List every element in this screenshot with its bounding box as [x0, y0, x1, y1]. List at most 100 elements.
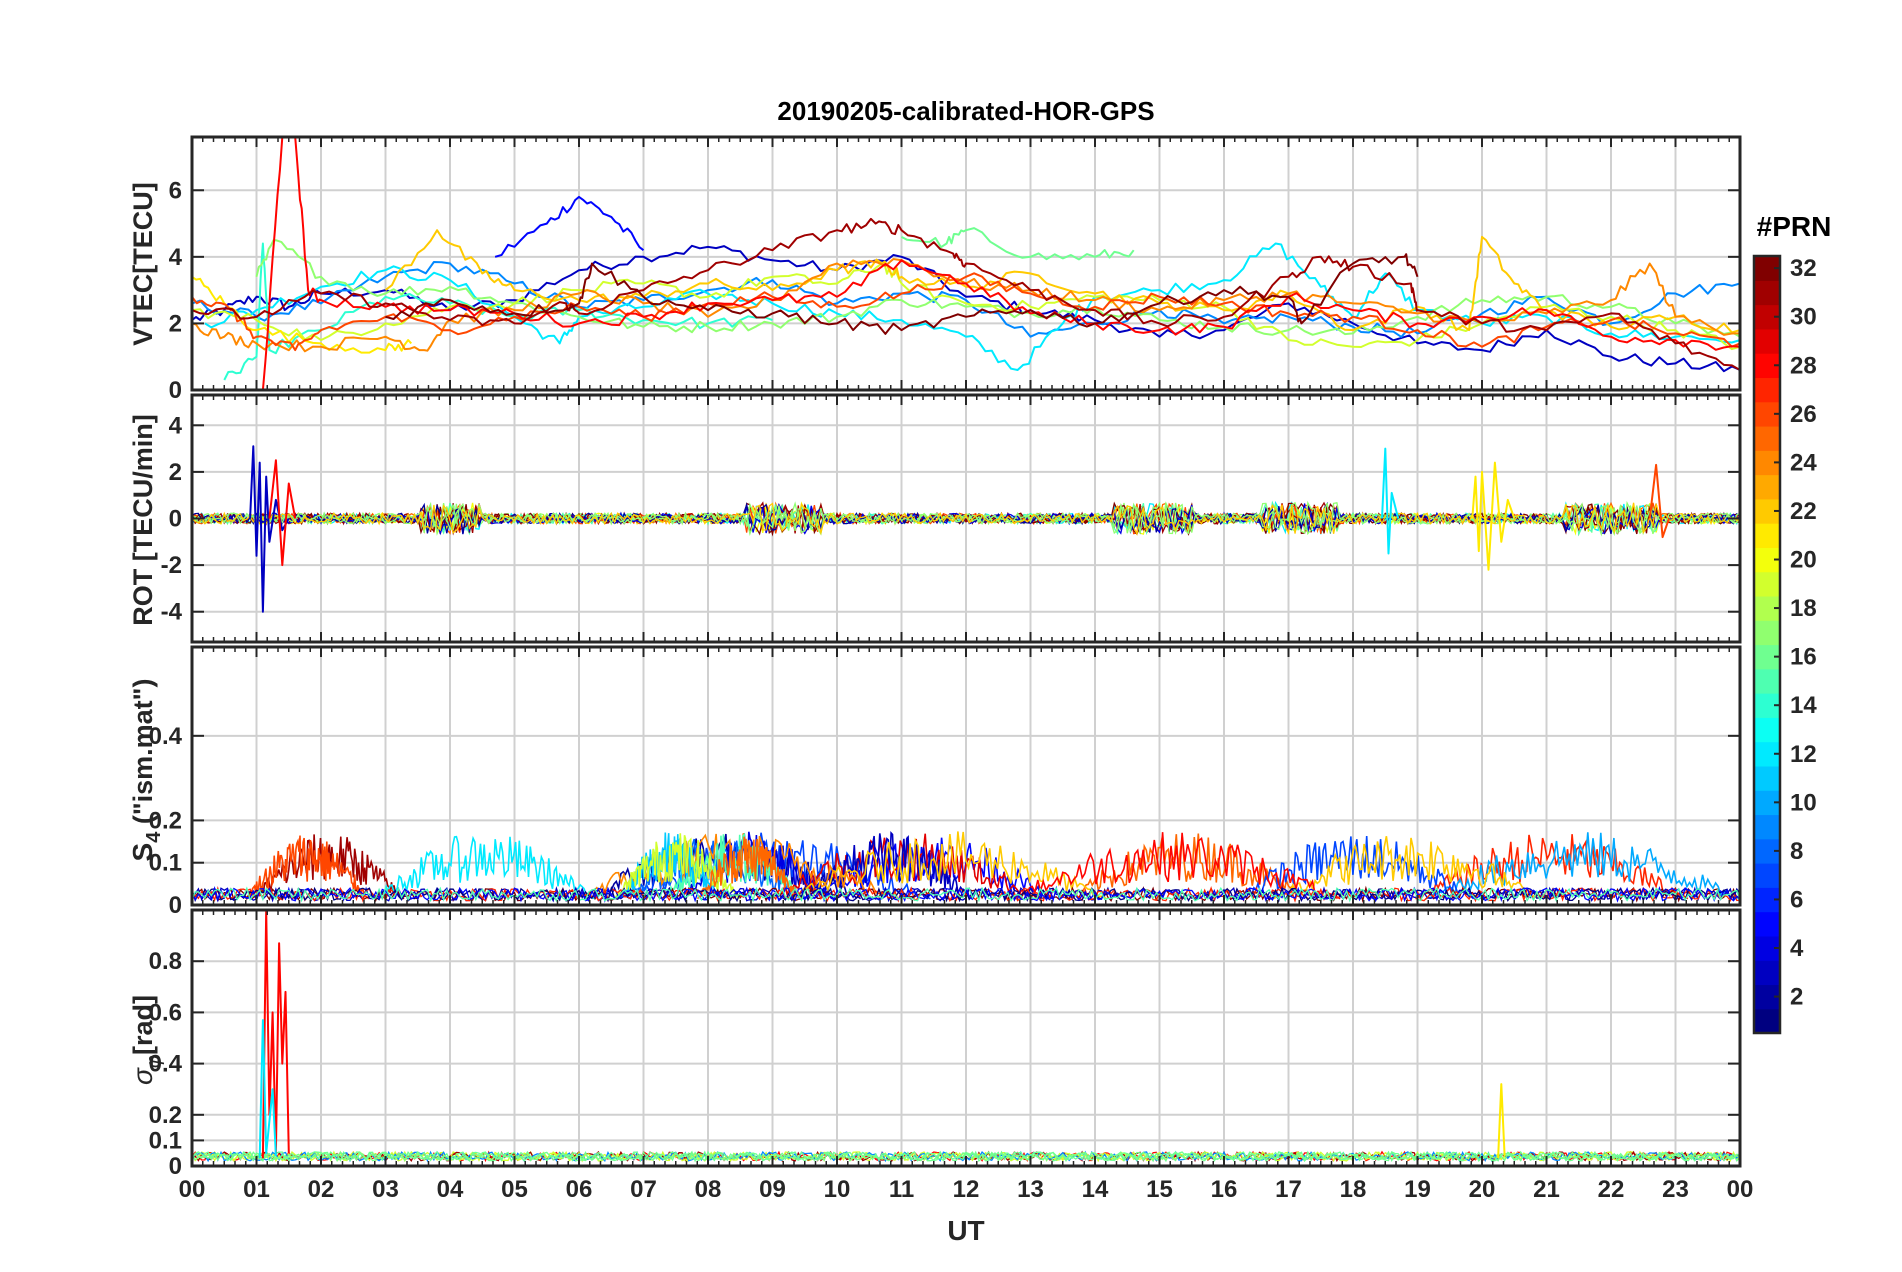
y-tick-label: 0 — [169, 377, 182, 404]
series-prn-31 — [192, 217, 1740, 371]
series-prn-24 — [192, 258, 1740, 353]
y-tick-label: 0.1 — [149, 850, 182, 877]
colorbar — [1754, 256, 1780, 1034]
colorbar-tick-label: 20 — [1790, 547, 1817, 574]
x-tick-label: 01 — [243, 1176, 270, 1203]
colorbar-tick-label: 30 — [1790, 304, 1817, 331]
x-tick-label: 16 — [1211, 1176, 1238, 1203]
y-tick-label: -2 — [161, 552, 182, 579]
series-prn-16 — [901, 227, 1135, 261]
x-tick-label: 09 — [759, 1176, 786, 1203]
s4-trace — [1272, 836, 1541, 900]
x-tick-label: 05 — [501, 1176, 528, 1203]
colorbar-swatch — [1754, 765, 1780, 791]
colorbar-swatch — [1754, 523, 1780, 548]
y-tick-label: 0.4 — [149, 723, 183, 750]
series-prn-14 — [223, 242, 773, 381]
x-tick-label: 00 — [179, 1176, 206, 1203]
colorbar-tick-label: 6 — [1790, 886, 1803, 913]
y-tick-label: 0 — [169, 892, 182, 919]
colorbar-swatch — [1754, 620, 1780, 646]
colorbar-swatch — [1754, 377, 1780, 403]
x-tick-label: 02 — [308, 1176, 335, 1203]
colorbar-swatch — [1754, 571, 1780, 597]
colorbar-tick-label: 18 — [1790, 595, 1817, 622]
series-prn-12 — [258, 1019, 277, 1159]
panel-vtec: 0 2 4 6 VTEC[TECU] — [128, 135, 1742, 404]
colorbar-tick-label: 16 — [1790, 644, 1817, 671]
x-tick-label: 07 — [630, 1176, 657, 1203]
x-tick-label: 14 — [1082, 1176, 1109, 1203]
colorbar-tick-label: 4 — [1790, 935, 1804, 962]
series-prn-12 — [1381, 447, 1400, 555]
ylabel-s4: S4 ("ism.mat") — [127, 679, 165, 862]
s4-trace — [373, 835, 596, 900]
series-prn-28 — [294, 137, 1740, 351]
colorbar-swatch — [1754, 814, 1780, 840]
y-tick-label: 0.1 — [149, 1127, 182, 1154]
colorbar-tick-label: 28 — [1790, 352, 1817, 379]
x-tick-label: 06 — [566, 1176, 593, 1203]
rot-trace — [192, 500, 1740, 537]
series-prn-28 — [268, 459, 297, 567]
x-axis-label: UT — [947, 1215, 984, 1246]
colorbar-tick-label: 10 — [1790, 789, 1817, 816]
colorbar-swatch — [1754, 425, 1780, 451]
colorbar-swatch — [1754, 1008, 1780, 1034]
colorbar-tick-label: 14 — [1790, 692, 1817, 719]
colorbar-swatch — [1754, 668, 1780, 694]
ylabel-vtec: VTEC[TECU] — [128, 182, 158, 346]
x-tick-label: 00 — [1727, 1176, 1754, 1203]
colorbar-swatch — [1754, 717, 1780, 743]
rot-trace — [192, 502, 1740, 536]
colorbar-swatch — [1754, 863, 1780, 888]
ylabel-sigma: σφ[rad] — [127, 995, 165, 1085]
colorbar-swatch — [1754, 280, 1780, 306]
y-tick-label: 4 — [169, 244, 183, 271]
s4-trace — [696, 836, 803, 900]
x-tick-label: 12 — [953, 1176, 980, 1203]
x-tick-label: 13 — [1017, 1176, 1044, 1203]
series-vtec — [192, 137, 1740, 390]
x-tick-label: 23 — [1662, 1176, 1689, 1203]
s4-trace — [251, 834, 405, 900]
colorbar-tick-label: 12 — [1790, 741, 1817, 768]
ylabel-rot: ROT [TECU/min] — [128, 414, 158, 625]
colorbar-tick-label: 22 — [1790, 498, 1817, 525]
series-prn-26 — [192, 272, 1740, 352]
y-tick-label: 2 — [169, 459, 182, 486]
colorbar-tick-label: 26 — [1790, 401, 1817, 428]
series-prn-26 — [1648, 463, 1670, 539]
colorbar-tick-label: 8 — [1790, 838, 1803, 865]
series-prn-32 — [385, 253, 1419, 335]
y-tick-label: 4 — [169, 412, 183, 439]
colorbar-label: #PRN — [1757, 211, 1832, 242]
y-tick-label: 0 — [169, 1153, 182, 1180]
colorbar-tick-label: 32 — [1790, 255, 1817, 282]
y-tick-label: 2 — [169, 310, 182, 337]
x-tick-label: 15 — [1146, 1176, 1173, 1203]
x-tick-label: 08 — [695, 1176, 722, 1203]
x-tick-label: 03 — [372, 1176, 399, 1203]
colorbar-tick-label: 24 — [1790, 449, 1817, 476]
x-tick-label: 18 — [1340, 1176, 1367, 1203]
series-prn-5 — [494, 195, 645, 258]
chart-title: 20190205-calibrated-HOR-GPS — [777, 96, 1154, 126]
yticks-sigma: 00.10.2 0.4 0.6 0.8 — [149, 948, 1740, 1180]
panel-rot: -4 -2 0 2 4 ROT [TECU/min] — [128, 393, 1742, 644]
colorbar-tick-label: 2 — [1790, 984, 1803, 1011]
x-tick-label: 04 — [437, 1176, 464, 1203]
yticks-s4: 0 0.1 0.2 0.4 — [149, 723, 1740, 919]
series-prn-21 — [1471, 461, 1516, 571]
y-tick-label: 0 — [169, 506, 182, 533]
yticks-vtec: 0 2 4 6 — [169, 177, 1740, 404]
y-tick-label: 0.6 — [149, 999, 182, 1026]
x-tick-labels: 00 01 02 03 04 05 06 07 08 09 10 11 12 13 14 15 16 17 18 19… — [179, 1176, 1754, 1203]
y-tick-label: 6 — [169, 177, 182, 204]
series-prn-28 — [261, 137, 284, 390]
colorbar-swatch — [1754, 960, 1780, 986]
colorbar-swatch — [1754, 328, 1780, 354]
x-tick-label: 19 — [1404, 1176, 1431, 1203]
